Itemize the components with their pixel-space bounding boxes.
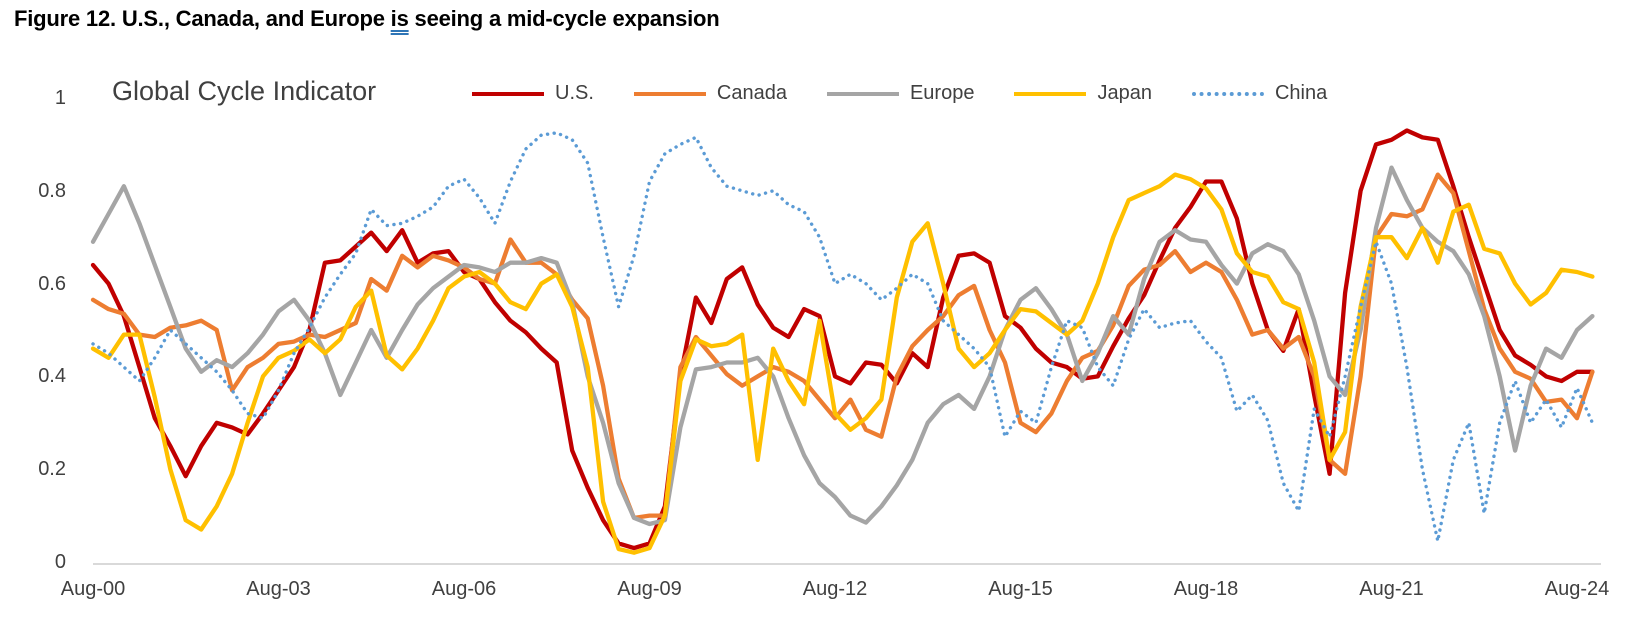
y-tick-label-1: 1 — [54, 87, 66, 109]
x-tick-label-aug21: Aug-21 — [1359, 578, 1424, 600]
legend-label-china: China — [1274, 82, 1328, 104]
series-line-china — [91, 131, 1595, 543]
figure-title-post: seeing a mid-cycle expansion — [408, 6, 720, 31]
figure-title-grammar-flagged-word: is — [390, 6, 409, 31]
figure-title-pre: Figure 12. U.S., Canada, and Europe — [14, 6, 391, 31]
legend-item-us: U.S. — [472, 82, 594, 105]
x-tick-label-aug12: Aug-12 — [802, 578, 868, 600]
legend-label-japan: Japan — [1097, 82, 1152, 104]
chart-title: Global Cycle Indicator — [112, 76, 377, 106]
x-tick-label-aug00: Aug-00 — [60, 578, 126, 600]
y-tick-label-0-8: 0.8 — [38, 179, 66, 202]
x-tick-label-aug18: Aug-18 — [1173, 578, 1239, 600]
x-tick-label-aug15: Aug-15 — [988, 578, 1053, 600]
legend-label-europe: Europe — [909, 82, 975, 104]
legend-item-china: China — [1191, 82, 1328, 105]
series-line-canada — [90, 172, 1595, 521]
y-tick-label-0-6: 0.6 — [38, 272, 66, 295]
x-tick-label-aug24: Aug-24 — [1544, 578, 1610, 600]
legend-swatch-us — [472, 91, 544, 96]
figure-title: Figure 12. U.S., Canada, and Europe is s… — [14, 6, 720, 32]
chart-legend: U.S. Canada Europe Japan China — [472, 82, 1327, 105]
series-line-europe — [90, 165, 1595, 527]
x-tick-label-aug09: Aug-09 — [617, 578, 682, 600]
legend-item-japan: Japan — [1014, 82, 1152, 105]
legend-swatch-canada — [633, 91, 706, 96]
y-tick-label-0: 0 — [54, 551, 66, 573]
series-line-japan — [90, 172, 1595, 555]
legend-label-us: U.S. — [555, 82, 594, 104]
x-tick-label-aug03: Aug-03 — [246, 578, 311, 600]
legend-swatch-china — [1191, 91, 1264, 96]
y-tick-label-0-2: 0.2 — [38, 458, 66, 481]
series-line-us — [90, 128, 1595, 551]
legend-item-europe: Europe — [826, 82, 975, 105]
legend-swatch-japan — [1014, 91, 1087, 96]
legend-swatch-europe — [826, 91, 899, 96]
y-tick-label-0-4: 0.4 — [38, 365, 66, 388]
x-tick-label-aug06: Aug-06 — [431, 578, 497, 600]
legend-label-canada: Canada — [716, 82, 787, 104]
legend-item-canada: Canada — [633, 82, 787, 105]
